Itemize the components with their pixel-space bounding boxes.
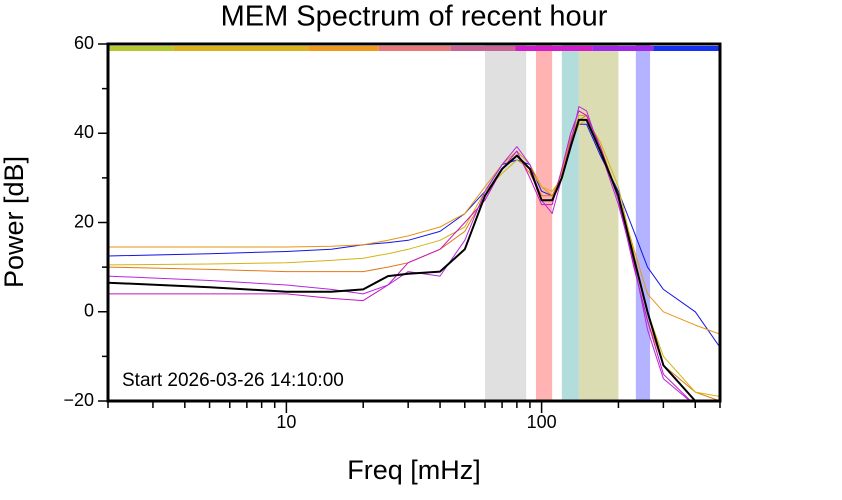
band: [561, 44, 579, 401]
top-bar-segment: [108, 46, 174, 51]
series-line: [108, 106, 691, 401]
series-line: [108, 114, 720, 335]
bands: [108, 44, 720, 401]
series-line: [108, 119, 720, 397]
y-tick-label: 60: [74, 33, 94, 53]
top-bar-segment: [592, 46, 654, 51]
x-tick-label: 100: [527, 412, 557, 432]
top-bar-segment: [653, 46, 720, 51]
top-bar-segment: [515, 46, 593, 51]
series-line: [108, 118, 701, 401]
top-bar-segment: [450, 46, 516, 51]
band: [635, 44, 651, 401]
top-bar-segment: [308, 46, 379, 51]
y-axis-label: Power [dB]: [0, 156, 29, 288]
top-bar-segment: [378, 46, 451, 51]
chart-title: MEM Spectrum of recent hour: [221, 1, 608, 33]
y-tick-label: 40: [74, 122, 94, 142]
band: [484, 44, 527, 401]
series-line: [108, 114, 720, 401]
top-bar-segment: [173, 46, 309, 51]
axes: 60 40 20 0 −20 10 100: [63, 33, 722, 432]
plot-frame: [106, 42, 722, 403]
y-tick-label: −20: [63, 390, 94, 410]
band: [535, 44, 553, 401]
series-line: [108, 110, 720, 401]
x-axis-label: Freq [mHz]: [347, 455, 481, 485]
annotation: Start 2026-03-26 14:10:00: [122, 370, 344, 391]
band: [578, 44, 619, 401]
lines: [108, 106, 720, 401]
x-tick-label: 10: [276, 412, 296, 432]
y-tick-label: 20: [74, 211, 94, 231]
y-tick-label: 0: [84, 301, 94, 321]
